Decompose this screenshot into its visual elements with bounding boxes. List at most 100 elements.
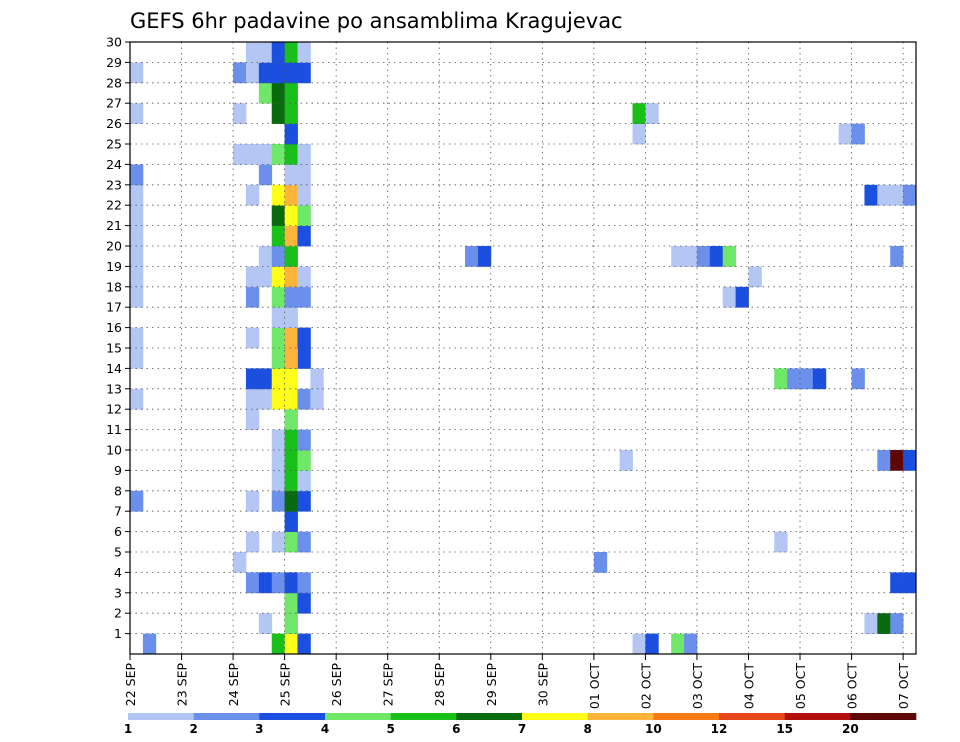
y-tick-label: 4 [114, 565, 122, 580]
x-tick-label: 01 OCT [587, 663, 602, 709]
heatmap-cell [890, 246, 904, 267]
heatmap-cell [284, 572, 298, 594]
colorbar-swatch [128, 713, 194, 720]
y-tick-label: 1 [114, 626, 122, 641]
colorbar-tick-label: 1 [124, 722, 132, 736]
heatmap-cell [284, 490, 298, 512]
heatmap-cell [284, 511, 298, 532]
colorbar-swatch [522, 713, 588, 720]
heatmap-cell [297, 286, 311, 308]
heatmap-cell [245, 266, 260, 288]
heatmap-cell [284, 592, 298, 614]
heatmap-cell [877, 184, 891, 206]
heatmap-cell [284, 613, 298, 634]
heatmap-cell [130, 225, 144, 247]
x-tick-label: 28 SEP [432, 663, 447, 707]
chart-title: GEFS 6hr padavine po ansamblima Kragujev… [130, 9, 623, 33]
heatmap-cell [671, 246, 685, 267]
y-axis: 1234567891011121314151617181920212223242… [106, 35, 130, 641]
heatmap-cell [903, 184, 917, 206]
x-tick-label: 26 SEP [329, 663, 344, 707]
heatmap-cell [284, 164, 298, 186]
heatmap-cell [271, 82, 286, 104]
heatmap-cell [130, 205, 144, 226]
heatmap-cell [297, 592, 311, 614]
x-tick-label: 03 OCT [690, 663, 705, 709]
heatmap-cell [864, 613, 878, 634]
heatmap-cell [258, 388, 273, 410]
heatmap-cell [245, 409, 260, 430]
y-tick-label: 28 [106, 75, 122, 90]
heatmap-cell [271, 450, 286, 471]
heatmap-cell [258, 613, 273, 634]
heatmap-cell [258, 144, 273, 165]
y-tick-label: 17 [106, 300, 122, 315]
colorbar-swatch [719, 713, 785, 720]
heatmap-cell [477, 246, 492, 267]
heatmap-cell [271, 531, 286, 553]
heatmap-cell [271, 572, 286, 594]
y-tick-label: 8 [114, 483, 122, 498]
heatmap-cell [130, 286, 144, 308]
y-tick-label: 23 [106, 177, 122, 192]
y-tick-label: 2 [114, 606, 122, 621]
heatmap-cell [284, 62, 298, 84]
heatmap-cell [258, 266, 273, 288]
heatmap-cell [284, 123, 298, 145]
heatmap-cell [284, 144, 298, 165]
colorbar-tick-label: 3 [255, 722, 263, 736]
colorbar-tick-label: 12 [711, 722, 728, 736]
heatmap-cell [297, 164, 311, 186]
heatmap-cell [284, 184, 298, 206]
colorbar-tick-label: 5 [386, 722, 394, 736]
heatmap-cell [245, 286, 260, 308]
heatmap-cell [284, 327, 298, 349]
heatmap-cell [774, 368, 788, 390]
heatmap-cell [696, 246, 711, 267]
grid-lines [130, 42, 916, 654]
y-tick-label: 3 [114, 585, 122, 600]
heatmap-cell [297, 450, 311, 471]
heatmap-cell [593, 552, 608, 573]
heatmap-cell [130, 348, 144, 369]
heatmap-cell [632, 103, 646, 124]
colorbar-swatch [456, 713, 523, 720]
heatmap-cell [130, 164, 144, 186]
heatmap-cell [130, 103, 144, 124]
heatmap-cell [722, 286, 737, 308]
heatmap-cell [258, 62, 273, 84]
heatmap-cell [130, 62, 144, 84]
heatmap-cell [671, 633, 685, 655]
y-tick-label: 7 [114, 504, 122, 519]
heatmap-cell [722, 246, 737, 267]
heatmap-cell [877, 613, 891, 634]
heatmap-cell [903, 572, 917, 594]
heatmap-cell [284, 633, 298, 655]
heatmap-cell [233, 144, 247, 165]
heatmap-cell [310, 368, 324, 390]
x-tick-label: 25 SEP [278, 663, 293, 707]
y-tick-label: 25 [106, 137, 122, 152]
heatmap-cell [297, 348, 311, 369]
heatmap-cell [130, 388, 144, 410]
heatmap-cell [890, 450, 904, 471]
heatmap-cell [271, 348, 286, 369]
heatmap-cell [800, 368, 814, 390]
heatmap-cell [284, 348, 298, 369]
heatmap-cell [130, 327, 144, 349]
y-tick-label: 14 [106, 361, 122, 376]
y-tick-label: 18 [106, 279, 122, 294]
heatmap-cell [297, 490, 311, 512]
colorbar-swatch [850, 713, 917, 720]
heatmap-cell [619, 450, 633, 471]
x-tick-label: 05 OCT [793, 663, 808, 709]
x-tick-label: 30 SEP [535, 663, 550, 707]
heatmap-cell [284, 225, 298, 247]
heatmap-cell [297, 429, 311, 451]
heatmap-cell [812, 368, 827, 390]
heatmap-cell [851, 123, 865, 145]
heatmap-cell [890, 184, 904, 206]
heatmap-cell [297, 144, 311, 165]
heatmap-cell [245, 572, 260, 594]
